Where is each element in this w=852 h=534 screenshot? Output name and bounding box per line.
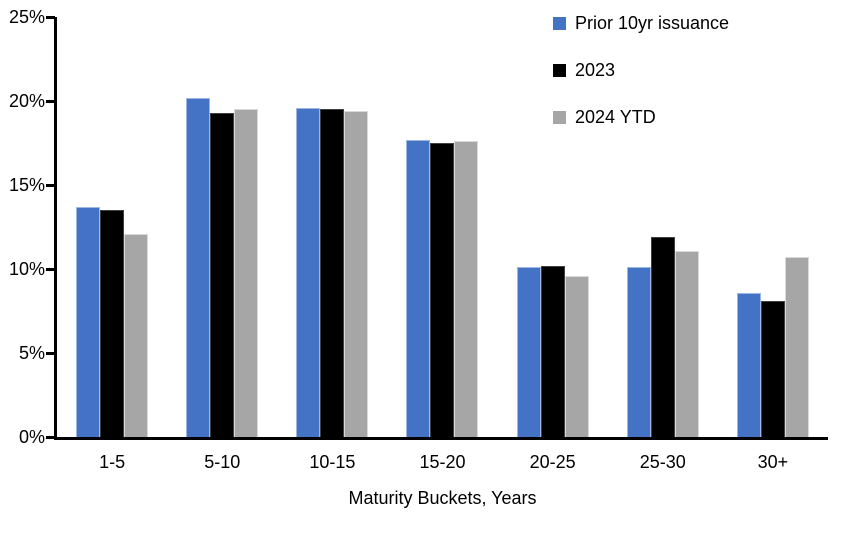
legend-label: Prior 10yr issuance (575, 12, 730, 33)
x-tick-label: 10-15 (309, 452, 356, 472)
bar-series0-1-5 (76, 207, 101, 437)
x-tick-label: 1-5 (99, 452, 126, 472)
bar-series2-30+ (784, 257, 809, 437)
y-tick-label: 20% (8, 91, 45, 111)
y-tick-mark (46, 100, 55, 103)
bar-series2-15-20 (454, 141, 479, 437)
y-axis-line (54, 17, 57, 440)
bar-series0-10-15 (296, 108, 321, 437)
legend-label: 2023 (575, 59, 616, 80)
y-tick-label: 15% (8, 175, 45, 195)
bar-series2-5-10 (234, 109, 259, 437)
y-tick-label: 0% (18, 427, 45, 447)
x-tick-label: 20-25 (529, 452, 576, 472)
legend-swatch-icon (553, 16, 566, 30)
bar-series2-1-5 (124, 234, 149, 437)
bar-series1-10-15 (320, 109, 345, 437)
y-tick-mark (46, 436, 55, 439)
legend-item: Prior 10yr issuance (553, 10, 729, 36)
bar-series1-15-20 (430, 143, 455, 437)
plot-area (57, 17, 828, 437)
bar-series1-5-10 (210, 113, 235, 437)
legend-item: 2023 (553, 57, 729, 83)
bar-series2-20-25 (564, 276, 589, 437)
x-tick-label: 5-10 (204, 452, 241, 472)
bar-series0-20-25 (516, 267, 541, 437)
y-tick-mark (46, 352, 55, 355)
bar-group-1-5 (57, 17, 167, 437)
bar-series2-25-30 (674, 251, 699, 437)
legend-swatch-icon (553, 63, 566, 77)
bar-series0-15-20 (406, 140, 431, 437)
bar-group-10-15 (277, 17, 387, 437)
bar-series0-5-10 (186, 98, 211, 437)
y-tick-label: 10% (8, 259, 45, 279)
bar-series0-25-30 (626, 267, 651, 437)
y-tick-mark (46, 268, 55, 271)
bar-series1-20-25 (540, 266, 565, 437)
bar-group-25-30 (608, 17, 718, 437)
legend-label: 2024 YTD (575, 106, 656, 127)
bar-group-15-20 (387, 17, 497, 437)
x-axis: 1-5 5-10 10-15 15-20 20-25 25-30 30+ (57, 452, 828, 473)
bar-series1-30+ (760, 301, 785, 437)
x-tick-label: 15-20 (419, 452, 466, 472)
bar-series1-25-30 (650, 237, 675, 437)
x-tick-label: 30+ (757, 452, 789, 472)
bar-group-30+ (718, 17, 828, 437)
y-tick-label: 5% (18, 343, 45, 363)
bar-series2-10-15 (344, 111, 369, 437)
y-tick-label: 25% (8, 7, 45, 27)
bar-series1-1-5 (100, 210, 125, 437)
legend: Prior 10yr issuance 2023 2024 YTD (553, 10, 729, 151)
x-tick-label: 25-30 (639, 452, 686, 472)
y-tick-mark (46, 184, 55, 187)
y-tick-mark (46, 16, 55, 19)
bar-series0-30+ (736, 293, 761, 437)
legend-item: 2024 YTD (553, 104, 729, 130)
x-axis-line (54, 437, 828, 440)
bar-group-5-10 (167, 17, 277, 437)
x-axis-title: Maturity Buckets, Years (348, 488, 537, 508)
bar-group-20-25 (498, 17, 608, 437)
legend-swatch-icon (553, 110, 566, 124)
